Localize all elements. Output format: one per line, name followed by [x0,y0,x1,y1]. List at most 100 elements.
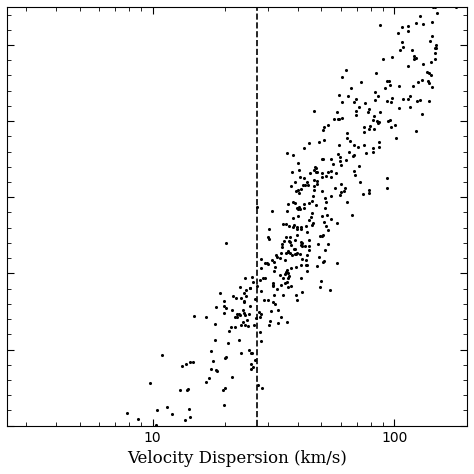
Point [369,117,377,124]
Point [300,144,307,152]
Point [298,261,305,269]
Point [404,27,412,35]
Point [319,173,326,181]
Point [432,44,439,52]
Point [273,285,281,292]
Point [412,128,419,135]
Point [303,178,311,186]
Point [349,152,356,160]
Point [247,350,255,357]
Point [146,379,154,386]
Point [400,95,407,103]
Point [404,95,412,103]
Point [266,317,273,325]
Point [298,238,305,246]
Point [207,347,214,355]
Point [372,88,379,96]
Point [253,203,260,210]
Point [300,200,308,208]
Point [286,233,293,241]
Point [365,108,372,116]
Point [289,251,296,259]
Point [412,55,420,62]
Point [239,318,247,326]
Point [348,211,356,219]
Point [361,99,368,107]
Point [329,160,337,168]
Point [236,283,244,291]
Point [246,285,254,292]
Point [310,187,318,194]
Point [245,310,253,318]
Point [297,186,304,193]
Point [370,148,377,156]
Point [425,80,433,87]
Point [241,322,249,329]
Point [347,84,355,92]
Point [399,43,407,51]
Point [88,460,96,467]
Point [315,138,322,146]
Point [185,405,193,413]
Point [186,358,194,366]
Point [35,460,43,467]
Point [396,82,403,90]
Point [211,320,219,328]
Point [372,70,380,77]
Point [299,239,306,246]
Point [281,280,288,287]
Point [268,207,276,214]
Point [296,173,304,181]
Point [315,253,323,261]
Point [277,313,284,320]
Point [433,9,441,17]
Point [375,138,383,146]
Point [298,242,306,250]
Point [373,118,381,125]
Point [419,20,426,28]
Point [23,460,31,467]
Point [163,403,171,410]
Point [28,460,36,467]
Point [256,313,264,321]
Point [241,299,248,306]
Point [375,143,383,151]
Point [287,182,294,190]
Point [307,213,315,221]
Point [280,220,287,228]
Point [252,295,259,302]
Point [134,415,142,422]
Point [268,256,275,264]
Point [269,283,276,290]
Point [55,460,63,467]
Point [360,128,367,136]
Point [54,460,61,467]
Point [404,22,412,30]
Point [264,321,272,329]
Point [428,32,436,39]
Point [242,286,250,294]
Point [319,169,326,177]
Point [293,223,301,231]
Point [257,310,265,318]
Point [341,185,349,192]
Point [222,304,230,311]
Point [271,292,278,299]
Point [53,460,61,467]
X-axis label: Velocity Dispersion (km/s): Velocity Dispersion (km/s) [127,450,347,467]
Point [281,237,288,245]
Point [153,421,160,429]
Point [270,299,277,306]
Point [312,168,320,175]
Point [265,235,273,243]
Point [313,177,321,184]
Point [223,239,230,247]
Point [350,98,357,106]
Point [155,460,163,467]
Point [256,276,264,283]
Point [334,150,342,158]
Point [330,115,338,123]
Point [328,167,335,175]
Point [189,358,197,366]
Point [184,385,191,392]
